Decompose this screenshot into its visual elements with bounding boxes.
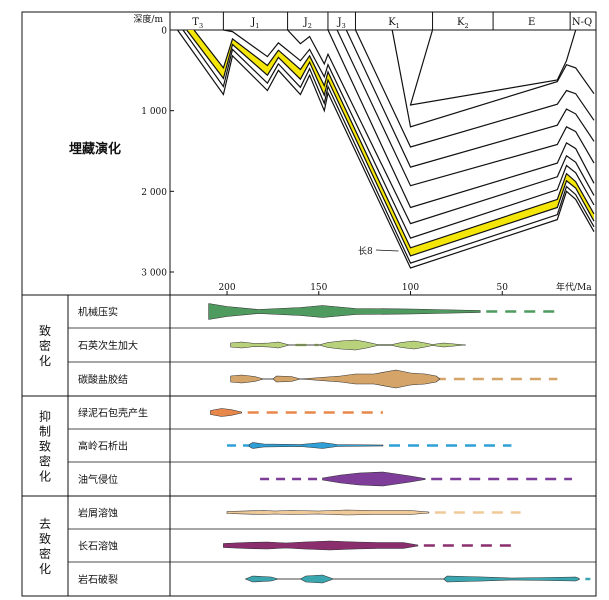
y-tick-label: 2 000 — [141, 188, 167, 198]
category-char: 密 — [39, 454, 51, 469]
process-intensity-shape — [226, 509, 430, 516]
process-intensity-shape — [208, 303, 481, 320]
stratum-label: J3 — [337, 17, 346, 30]
stratum-label: N-Q — [572, 17, 592, 28]
x-axis-title: 年代/Ma — [556, 281, 592, 293]
chang8-layer — [186, 30, 594, 256]
burial-curve — [354, 29, 595, 148]
burial-curve — [182, 29, 595, 264]
category-char: 去 — [39, 517, 51, 531]
process-row-graphic — [230, 339, 466, 351]
x-tick-label: 50 — [497, 283, 509, 293]
category-char: 密 — [39, 546, 51, 561]
layer-label: 长8 — [358, 245, 373, 257]
x-tick-label: 150 — [310, 283, 327, 293]
stratum-label: E — [528, 17, 535, 28]
process-row-graphic — [223, 540, 512, 551]
category-char: 化 — [39, 562, 51, 576]
frame — [21, 11, 597, 597]
stratum-label: J1 — [250, 17, 259, 30]
process-row-graphic — [245, 574, 591, 584]
process-label: 碳酸盐胶结 — [78, 373, 128, 386]
stratum-label: K1 — [388, 17, 400, 30]
y-axis-title: 深度/m — [133, 13, 163, 25]
process-label: 油气侵位 — [78, 473, 118, 486]
y-tick-label: 3 000 — [141, 269, 167, 279]
y-tick-label: 1 000 — [141, 107, 167, 117]
burial-curve — [327, 29, 595, 209]
category-char: 制 — [39, 425, 51, 439]
process-row-graphic — [210, 408, 383, 417]
process-row-graphic — [226, 509, 521, 516]
burial-curve — [391, 29, 595, 128]
process-intensity-shape — [322, 471, 426, 487]
burial-curve — [177, 29, 595, 269]
x-tick-label: 200 — [218, 283, 235, 293]
burial-curve — [336, 29, 595, 187]
category-char: 化 — [39, 470, 51, 484]
process-label: 岩石破裂 — [78, 573, 118, 586]
stratum-label: T3 — [192, 17, 203, 30]
burial-plot: 深度/m 年代/Ma 埋藏演化 T3 J1 J2 J3 K1 K2 E N-Q 0 1 000 2 … — [69, 12, 595, 295]
burial-curve — [345, 29, 595, 168]
process-label: 岩屑溶蚀 — [78, 507, 118, 520]
process-intensity-shape — [230, 339, 466, 351]
category-char: 化 — [39, 354, 51, 368]
layer-leader-line — [375, 249, 399, 252]
process-row-graphic — [227, 442, 512, 449]
process-label: 机械压实 — [78, 306, 118, 319]
category-char: 致 — [39, 532, 51, 546]
burial-curve — [193, 29, 595, 249]
process-label: 高岭石析出 — [78, 440, 128, 453]
category-char: 密 — [39, 338, 51, 353]
stratum-label: K2 — [457, 17, 469, 30]
process-row-graphic — [260, 471, 572, 487]
process-table: 致密化机械压实石英次生加大碳酸盐胶结抑制致密化绿泥石包壳产生高岭石析出油气侵位去… — [39, 303, 591, 586]
burial-title: 埋藏演化 — [69, 141, 121, 157]
process-intensity-shape — [230, 369, 441, 389]
burial-curve — [409, 29, 577, 106]
stratum-label: J2 — [303, 17, 312, 30]
strata-header: T3 J1 J2 J3 K1 K2 E N-Q — [192, 12, 592, 30]
burial-curve — [186, 29, 595, 257]
process-label: 长石溶蚀 — [78, 540, 118, 553]
process-intensity-shape — [248, 442, 384, 449]
burial-curve — [223, 29, 595, 239]
y-tick-label: 0 — [161, 27, 167, 37]
x-tick-label: 100 — [402, 283, 419, 293]
process-intensity-shape — [245, 574, 580, 584]
process-row-graphic — [230, 369, 558, 389]
category-char: 抑 — [39, 409, 51, 424]
category-char: 致 — [39, 440, 51, 454]
outer-border — [21, 11, 597, 597]
process-intensity-shape — [223, 540, 419, 551]
category-char: 致 — [39, 324, 51, 338]
burial-curve — [287, 29, 595, 225]
process-label: 绿泥石包壳产生 — [78, 407, 148, 420]
process-intensity-shape — [210, 408, 242, 417]
process-label: 石英次生加大 — [78, 339, 138, 352]
process-row-graphic — [208, 303, 558, 320]
